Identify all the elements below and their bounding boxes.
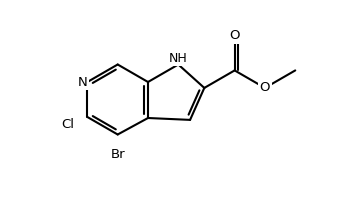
Text: O: O <box>260 81 270 94</box>
Text: Br: Br <box>110 148 125 161</box>
Text: O: O <box>230 29 240 42</box>
Text: Cl: Cl <box>62 118 74 131</box>
Text: NH: NH <box>169 51 188 64</box>
Text: N: N <box>77 76 87 88</box>
